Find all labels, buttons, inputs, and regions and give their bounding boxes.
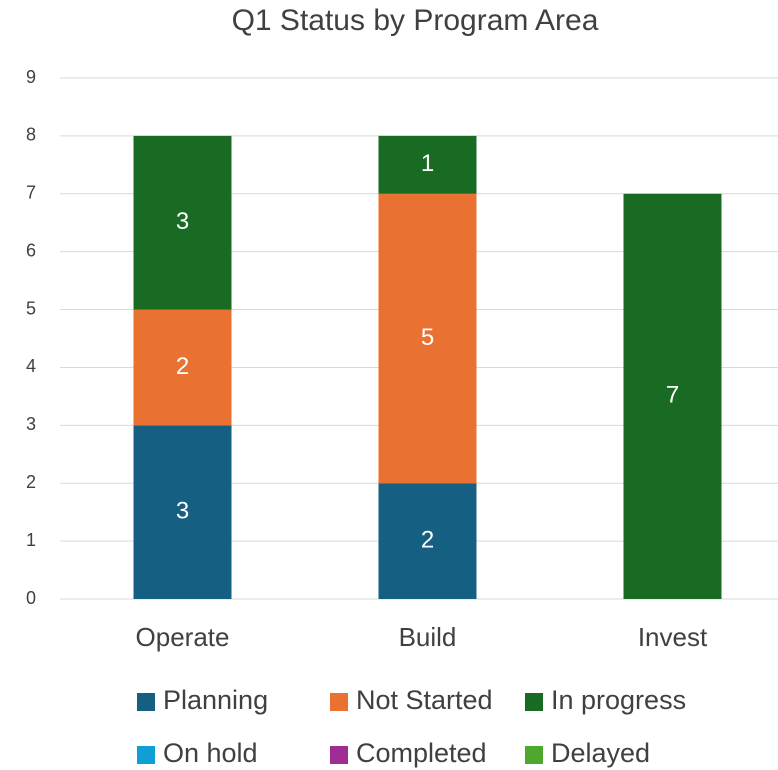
legend-swatch [330, 746, 348, 764]
bar-segment [133, 135, 232, 310]
legend-label: In progress [551, 685, 686, 715]
data-label: 2 [176, 353, 189, 380]
y-tick-label: 7 [26, 183, 36, 203]
x-tick-label: Build [399, 622, 457, 652]
legend-swatch [525, 746, 543, 764]
legend-label: Planning [163, 685, 268, 715]
x-tick-label: Operate [136, 622, 230, 652]
y-tick-label: 9 [26, 67, 36, 87]
legend-label: On hold [163, 738, 258, 768]
legend-swatch [137, 746, 155, 764]
data-label: 7 [666, 382, 679, 409]
x-tick-label: Invest [638, 622, 708, 652]
y-tick-label: 4 [26, 356, 36, 376]
legend-swatch [330, 693, 348, 711]
data-label: 3 [176, 208, 189, 235]
y-tick-label: 2 [26, 472, 36, 492]
legend-swatch [137, 693, 155, 711]
data-label: 3 [176, 498, 189, 525]
y-tick-label: 5 [26, 298, 36, 318]
y-tick-label: 1 [26, 530, 36, 550]
y-tick-label: 8 [26, 125, 36, 145]
y-tick-label: 0 [26, 588, 36, 608]
bar-segment [133, 425, 232, 599]
legend-swatch [525, 693, 543, 711]
data-label: 1 [421, 150, 434, 177]
legend-label: Delayed [551, 738, 650, 768]
bar-segment [133, 309, 232, 426]
y-tick-label: 6 [26, 240, 36, 260]
data-label: 5 [421, 324, 434, 351]
data-label: 2 [421, 526, 434, 553]
y-tick-label: 3 [26, 414, 36, 434]
bar-segment [623, 193, 722, 599]
bar-segment [378, 193, 477, 484]
chart-title: Q1 Status by Program Area [232, 4, 599, 37]
legend-label: Completed [356, 738, 487, 768]
bar-segment [378, 135, 477, 194]
bar-segment [378, 483, 477, 599]
legend-label: Not Started [356, 685, 493, 715]
